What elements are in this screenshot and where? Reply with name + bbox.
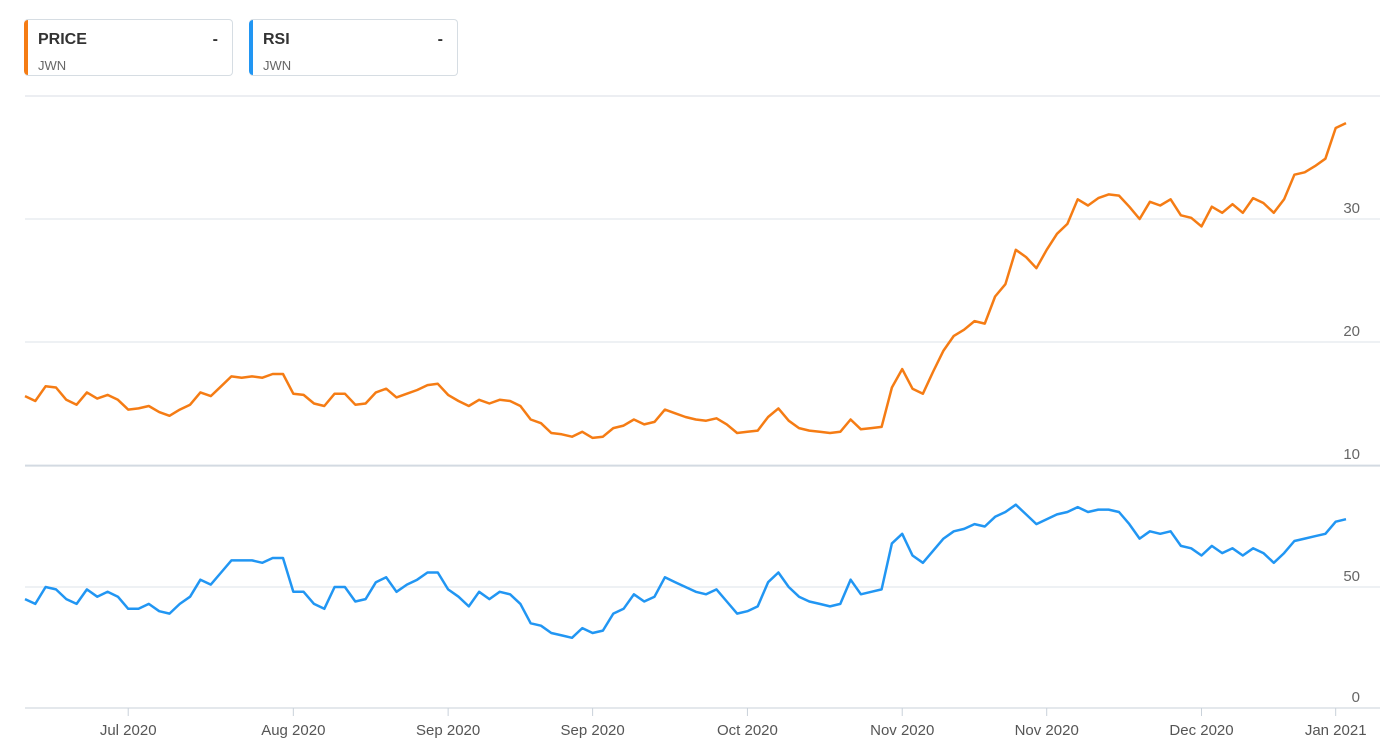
x-tick-label: Nov 2020 bbox=[1015, 722, 1079, 739]
legend-card-rsi[interactable]: RSI - JWN bbox=[249, 19, 458, 76]
x-tick-label: Oct 2020 bbox=[717, 722, 778, 739]
legend-rsi-name: RSI bbox=[263, 31, 290, 48]
x-tick-label: Sep 2020 bbox=[561, 722, 625, 739]
x-tick-label: Jan 2021 bbox=[1305, 722, 1367, 739]
x-tick-label: Nov 2020 bbox=[870, 722, 934, 739]
x-tick-label: Dec 2020 bbox=[1169, 722, 1233, 739]
y-tick-label: 10 bbox=[1343, 446, 1360, 463]
rsi-series-line bbox=[24, 503, 1347, 640]
legend-rsi-value: - bbox=[437, 31, 443, 48]
x-tick-label: Sep 2020 bbox=[416, 722, 480, 739]
legend-card-price[interactable]: PRICE - JWN bbox=[24, 19, 233, 76]
price-color-bar bbox=[24, 20, 28, 75]
y-tick-label: 0 bbox=[1352, 689, 1360, 706]
x-tick-label: Aug 2020 bbox=[261, 722, 325, 739]
legend-rsi-symbol: JWN bbox=[263, 58, 292, 73]
y-tick-label: 20 bbox=[1343, 323, 1360, 340]
legend-price-value: - bbox=[212, 31, 218, 48]
rsi-color-bar bbox=[249, 20, 253, 75]
legend-price-name: PRICE bbox=[38, 31, 87, 48]
x-tick-label: Jul 2020 bbox=[100, 722, 157, 739]
price-series-line bbox=[24, 121, 1347, 440]
y-tick-label: 50 bbox=[1343, 568, 1360, 585]
y-tick-label: 30 bbox=[1343, 200, 1360, 217]
legend-price-symbol: JWN bbox=[38, 58, 67, 73]
